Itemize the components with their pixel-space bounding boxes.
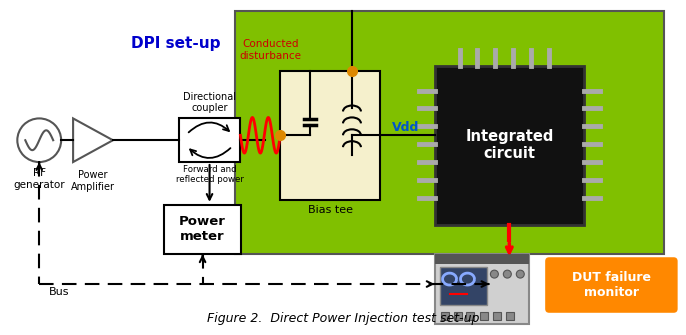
Bar [493, 312, 501, 320]
Bar [435, 66, 584, 224]
Text: DPI set-up: DPI set-up [131, 36, 220, 51]
Text: Bias tee: Bias tee [307, 205, 353, 215]
Text: Power
meter: Power meter [179, 215, 226, 244]
Text: Directional
coupler: Directional coupler [183, 92, 236, 114]
Bar [480, 312, 488, 320]
Bar [440, 267, 488, 305]
Circle shape [517, 270, 524, 278]
Bar [435, 254, 529, 264]
Bar [178, 118, 240, 162]
Bar [281, 71, 380, 200]
Text: Figure 2.  Direct Power Injection test set-up: Figure 2. Direct Power Injection test se… [206, 312, 480, 325]
FancyBboxPatch shape [545, 257, 678, 313]
Text: RF
generator: RF generator [14, 168, 65, 190]
Bar [164, 205, 241, 254]
Polygon shape [73, 118, 113, 162]
Text: Vdd: Vdd [392, 121, 419, 134]
Text: Power
Amplifier: Power Amplifier [71, 170, 115, 192]
Circle shape [504, 270, 511, 278]
Bar [435, 254, 529, 324]
Bar [506, 312, 514, 320]
Bar [440, 312, 449, 320]
Text: Forward and
reflected power: Forward and reflected power [176, 165, 244, 185]
Circle shape [490, 270, 498, 278]
Text: DUT failure
monitor: DUT failure monitor [572, 271, 651, 299]
Text: Conducted
disturbance: Conducted disturbance [239, 39, 301, 61]
Bar [453, 312, 462, 320]
Bar [466, 312, 475, 320]
Bar [235, 11, 663, 254]
Text: Bus: Bus [49, 287, 70, 297]
Circle shape [17, 118, 61, 162]
Text: Integrated
circuit: Integrated circuit [465, 129, 554, 161]
